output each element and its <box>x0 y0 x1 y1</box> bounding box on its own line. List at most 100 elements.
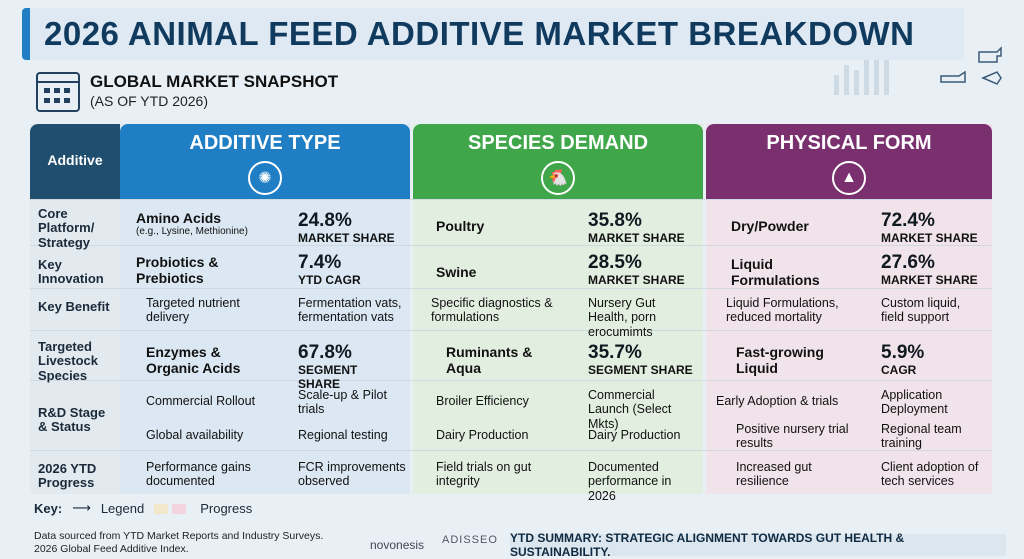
metric-label: MARKET SHARE <box>881 272 978 287</box>
source-line: 2026 Global Feed Additive Index. <box>34 543 189 556</box>
progress-swatch <box>154 501 190 516</box>
additive-name: Amino Acids <box>136 210 222 226</box>
cell-additive: Enzymes & Organic Acids <box>146 344 241 377</box>
page-title: 2026 ANIMAL FEED ADDITIVE MARKET BREAKDO… <box>22 8 964 60</box>
header-form-title: PHYSICAL FORM <box>766 132 932 154</box>
metric-value: 35.8% <box>588 210 642 231</box>
cell-metric: 72.4% MARKET SHARE <box>875 206 990 250</box>
metric-label: YTD CAGR <box>298 272 361 287</box>
row-label: R&D Stage & Status <box>38 405 106 435</box>
metric-value: 7.4% <box>298 252 342 273</box>
cell-additive: Amino Acids (e.g., Lysine, Methionine) <box>130 206 270 242</box>
cell-species: Poultry <box>436 218 485 234</box>
cell-form: Fast-growing Liquid <box>736 344 824 377</box>
cell-stage: Dairy Production <box>436 428 529 442</box>
row-label: Key Benefit <box>38 299 110 314</box>
molecule-icon: ✺ <box>248 161 282 195</box>
cell-species: Swine <box>436 264 477 280</box>
metric-value: 24.8% <box>298 210 352 231</box>
cell-species: Ruminants & Aqua <box>446 344 533 377</box>
row-divider <box>30 450 992 451</box>
cell-form: Dry/Powder <box>731 218 809 234</box>
cell-benefit: Specific diagnostics & formulations <box>431 296 553 325</box>
ytd-summary: YTD SUMMARY: STRATEGIC ALIGNMENT TOWARDS… <box>510 531 1006 559</box>
cell-stage: Regional team training <box>881 422 962 451</box>
metric-label: MARKET SHARE <box>588 230 685 245</box>
snapshot-subtitle: (AS OF YTD 2026) <box>90 93 209 109</box>
brand-novonesis: novonesis <box>370 538 425 552</box>
header-species-demand: SPECIES DEMAND 🐔 <box>413 124 703 199</box>
metric-label: SEGMENT SHARE <box>298 362 358 391</box>
brand-adisseo: ADISSEO <box>442 534 498 546</box>
metric-label: CAGR <box>881 362 917 377</box>
source-note: Data sourced from YTD Market Reports and… <box>34 530 323 556</box>
cell-metric: 67.8% SEGMENT SHARE <box>292 338 404 395</box>
cell-stage: Early Adoption & trials <box>716 394 839 408</box>
cell-progress: Client adoption of tech services <box>881 460 979 489</box>
source-line: Data sourced from YTD Market Reports and… <box>34 530 324 542</box>
header-label-cell: Additive <box>30 124 120 199</box>
legend-arrow-icon: ⟶ <box>72 500 91 515</box>
key-legend-label: Legend <box>100 500 145 516</box>
cell-metric: 24.8% MARKET SHARE <box>292 206 404 250</box>
cell-stage: Scale-up & Pilot trials <box>298 388 387 417</box>
cell-stage: Broiler Efficiency <box>436 394 529 408</box>
cell-benefit: Nursery Gut Health, porn erocumimts <box>588 296 657 339</box>
key-label: Key: <box>34 500 63 516</box>
cell-benefit: Targeted nutrient delivery <box>146 296 240 325</box>
cell-progress: Performance gains documented <box>146 460 251 489</box>
snapshot-title: GLOBAL MARKET SNAPSHOT <box>90 72 339 91</box>
metric-label: MARKET SHARE <box>588 272 685 287</box>
row-divider <box>30 199 992 200</box>
header-species-title: SPECIES DEMAND <box>467 132 649 154</box>
cell-metric: 28.5% MARKET SHARE <box>582 248 700 292</box>
cell-stage: Application Deployment <box>881 388 948 417</box>
cell-progress: Field trials on gut integrity <box>436 460 532 489</box>
metric-label: MARKET SHARE <box>881 230 978 245</box>
cell-form: Liquid Formulations <box>731 256 820 289</box>
metric-value: 28.5% <box>588 252 642 273</box>
decorative-chart-background <box>834 45 889 95</box>
header-additive-type: ADDITIVE TYPE ✺ <box>120 124 410 199</box>
row-divider <box>30 288 992 289</box>
livestock-icons <box>940 46 1002 85</box>
powder-icon: ▲ <box>832 161 866 195</box>
cell-benefit: Liquid Formulations, reduced mortality <box>726 296 839 325</box>
cell-progress: Documented performance in 2026 <box>588 460 672 503</box>
chicken-icon: 🐔 <box>541 161 575 195</box>
cell-metric: 27.6% MARKET SHARE <box>875 248 990 292</box>
cell-stage: Positive nursery trial results <box>736 422 849 451</box>
header-additive-label: Additive <box>47 152 103 168</box>
cell-stage: Dairy Production <box>588 428 681 442</box>
header-additive-title: ADDITIVE TYPE <box>189 132 341 154</box>
metric-label: MARKET SHARE <box>298 230 395 245</box>
cell-progress: Increased gut resilience <box>736 460 812 489</box>
metric-value: 67.8% <box>298 342 352 363</box>
legend-key: Key: ⟶ Legend Progress <box>34 500 252 516</box>
metric-label: SEGMENT SHARE <box>588 362 693 377</box>
row-divider <box>30 245 992 246</box>
cell-additive: Probiotics & Prebiotics <box>136 254 219 287</box>
additive-note: (e.g., Lysine, Methionine) <box>136 226 248 238</box>
row-divider <box>30 330 992 331</box>
cell-stage: Commercial Launch (Select Mkts) <box>588 388 672 431</box>
cell-stage: Regional testing <box>298 428 388 442</box>
breakdown-table: Additive ADDITIVE TYPE ✺ SPECIES DEMAND … <box>30 124 992 503</box>
row-divider <box>30 380 992 381</box>
cell-metric: 5.9% CAGR <box>875 338 990 382</box>
cell-benefit: Fermentation vats, fermentation vats <box>298 296 402 325</box>
header-physical-form: PHYSICAL FORM ▲ <box>706 124 992 199</box>
row-label: Key Innovation <box>38 257 104 287</box>
metric-value: 72.4% <box>881 210 935 231</box>
cell-metric: 35.8% MARKET SHARE <box>582 206 700 250</box>
cell-progress: FCR improvements observed <box>298 460 406 489</box>
key-progress-label: Progress <box>200 500 253 516</box>
calendar-icon <box>36 72 80 112</box>
row-label: Core Platform/ Strategy <box>38 206 95 250</box>
cell-stage: Global availability <box>146 428 244 442</box>
cell-metric: 7.4% YTD CAGR <box>292 248 404 292</box>
cell-stage: Commercial Rollout <box>146 394 256 408</box>
cell-metric: 35.7% SEGMENT SHARE <box>582 338 700 382</box>
cell-benefit: Custom liquid, field support <box>881 296 961 325</box>
snapshot-header: GLOBAL MARKET SNAPSHOT (AS OF YTD 2026) <box>36 72 338 112</box>
